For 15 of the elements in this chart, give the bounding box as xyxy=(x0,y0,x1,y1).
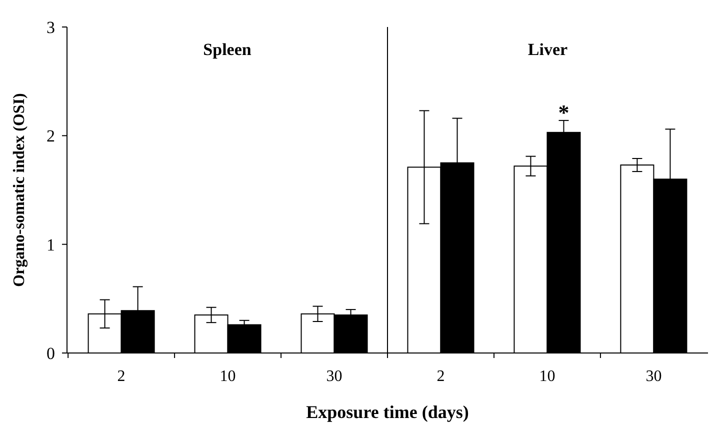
annotation: Spleen xyxy=(203,40,252,59)
x-tick-label: 30 xyxy=(326,368,342,385)
x-tick-label: 2 xyxy=(436,368,445,385)
x-tick-label: 10 xyxy=(220,368,236,385)
y-tick-label: 1 xyxy=(46,235,55,254)
x-tick-label: 30 xyxy=(646,368,662,385)
x-tick-label: 2 xyxy=(117,368,126,385)
y-tick-label: 2 xyxy=(46,126,55,146)
annotation: * xyxy=(558,100,570,125)
x-axis-title: Exposure time (days) xyxy=(306,402,469,422)
y-axis-title: Organo-somatic index (OSI) xyxy=(11,93,28,287)
y-tick-label: 0 xyxy=(46,344,55,363)
y-tick-label: 3 xyxy=(46,18,55,37)
annotation: Liver xyxy=(528,40,568,59)
x-tick-label: 10 xyxy=(539,368,556,385)
